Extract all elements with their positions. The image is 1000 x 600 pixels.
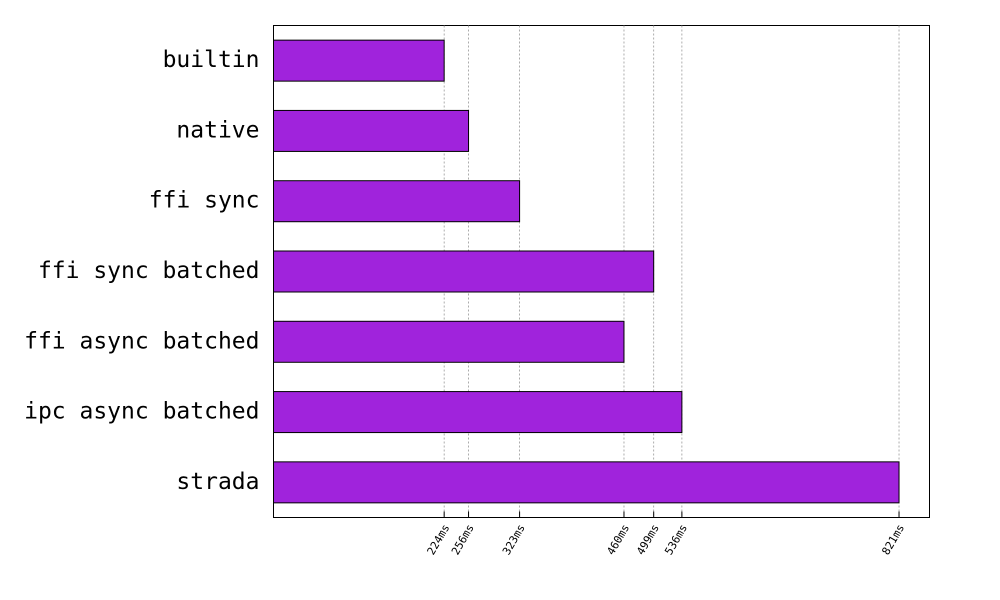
y-tick-label: ffi async batched — [24, 328, 259, 354]
x-tick-label: 460ms — [604, 522, 632, 557]
y-tick-label: native — [176, 117, 259, 143]
x-tick-label: 536ms — [662, 522, 690, 557]
y-tick-label: builtin — [163, 47, 260, 73]
bar — [273, 109, 470, 152]
bar — [273, 320, 625, 363]
bar — [273, 391, 683, 434]
x-tick-label: 499ms — [634, 522, 662, 557]
x-tick-label: 224ms — [425, 522, 453, 557]
y-tick-label: ffi sync batched — [38, 258, 260, 284]
y-tick-label: ffi sync — [149, 188, 260, 214]
bar — [273, 461, 900, 504]
x-tick-label: 256ms — [449, 522, 477, 557]
y-tick-label: ipc async batched — [24, 399, 259, 425]
bar — [273, 250, 655, 293]
y-tick-label: strada — [176, 469, 259, 495]
x-tick-label: 323ms — [500, 522, 528, 557]
bar — [273, 39, 445, 82]
bar — [273, 180, 521, 223]
x-tick-label: 821ms — [879, 522, 907, 557]
